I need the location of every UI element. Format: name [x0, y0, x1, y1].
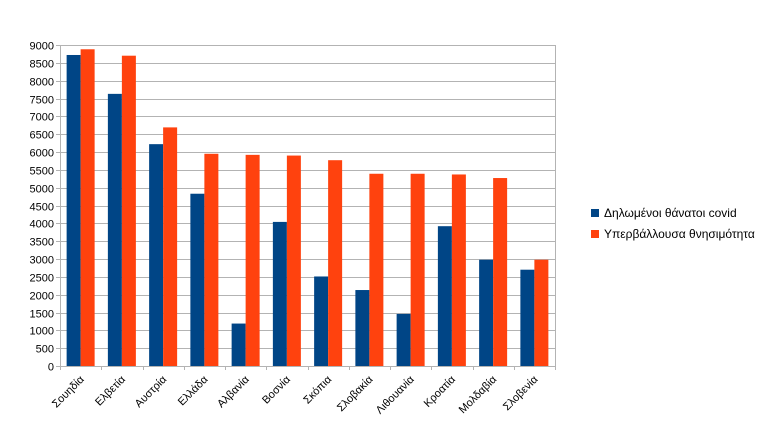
- y-tick-labels: 0 500 1000 1500 2000 2500 3000 3500 4000 4500 5000…: [30, 41, 54, 374]
- y-tick-label: 2000: [30, 291, 54, 303]
- bar: [231, 323, 246, 366]
- y-tick-label: 3000: [30, 255, 54, 267]
- legend-label: Υπερβάλλουσα θνησιμότητα: [604, 227, 755, 241]
- x-tick-labels: Σουηδία Ελβετία Αυστρία Ελλάδα Αλβανία Βοσνία…: [50, 373, 541, 416]
- bar: [272, 221, 287, 366]
- bar: [204, 153, 219, 366]
- bar: [410, 173, 425, 366]
- x-tick-label: Σκόπια: [301, 373, 334, 406]
- y-tick-label: 5000: [30, 184, 54, 196]
- bar: [80, 49, 95, 366]
- bar: [245, 154, 260, 366]
- y-tick-label: 6500: [30, 130, 54, 142]
- bar: [437, 226, 452, 366]
- y-tick-label: 1000: [30, 326, 54, 338]
- x-tick-label: Κροατία: [422, 373, 459, 410]
- legend: Δηλωμένοι θάνατοι covid Υπερβάλλουσα θνησ…: [591, 206, 755, 241]
- bar: [451, 174, 466, 366]
- y-tick-label: 4000: [30, 219, 54, 231]
- bar: [149, 144, 164, 366]
- bar: [286, 155, 301, 366]
- x-tick-label: Μολδαβία: [457, 373, 500, 416]
- y-tick-label: 0: [48, 362, 54, 374]
- bar: [121, 55, 136, 366]
- x-tick-label: Ελλάδα: [176, 373, 211, 408]
- bar: [190, 193, 205, 366]
- legend-label: Δηλωμένοι θάνατοι covid: [604, 206, 737, 220]
- bar: [520, 269, 535, 366]
- y-tick-label: 3500: [30, 237, 54, 249]
- y-tick-label: 1500: [30, 309, 54, 321]
- x-tick-label: Αλβανία: [215, 373, 252, 410]
- bar: [107, 93, 122, 366]
- bar: [328, 160, 343, 366]
- gridlines: [60, 45, 555, 367]
- legend-swatch: [591, 230, 599, 238]
- legend-swatch: [591, 209, 599, 217]
- y-tick-label: 7000: [30, 112, 54, 124]
- bar: [534, 259, 549, 366]
- x-tick-label: Σλοβακία: [335, 373, 376, 414]
- x-tick-label: Ελβετία: [93, 373, 128, 408]
- x-tick-label: Αυστρία: [133, 373, 170, 410]
- bar: [314, 276, 329, 366]
- y-tick-label: 9000: [30, 41, 54, 53]
- bar: [479, 259, 494, 366]
- bar: [66, 54, 81, 367]
- bar: [355, 290, 370, 366]
- y-tick-label: 8000: [30, 77, 54, 89]
- y-tick-label: 2500: [30, 273, 54, 285]
- bar: [396, 313, 411, 366]
- bars: [66, 49, 549, 367]
- y-tick-label: 7500: [30, 95, 54, 107]
- y-tick-label: 4500: [30, 202, 54, 214]
- axes: [56, 45, 556, 370]
- x-tick-label: Σουηδία: [50, 373, 87, 410]
- x-tick-label: Σλοβενία: [501, 373, 541, 413]
- y-tick-label: 6000: [30, 148, 54, 160]
- bar: [493, 178, 508, 366]
- x-tick-label: Λιθουανία: [374, 373, 417, 416]
- y-tick-label: 8500: [30, 59, 54, 71]
- x-tick-label: Βοσνία: [260, 373, 293, 406]
- y-tick-label: 5500: [30, 166, 54, 178]
- y-tick-label: 500: [36, 344, 54, 356]
- bar: [369, 173, 384, 366]
- bar: [163, 127, 178, 366]
